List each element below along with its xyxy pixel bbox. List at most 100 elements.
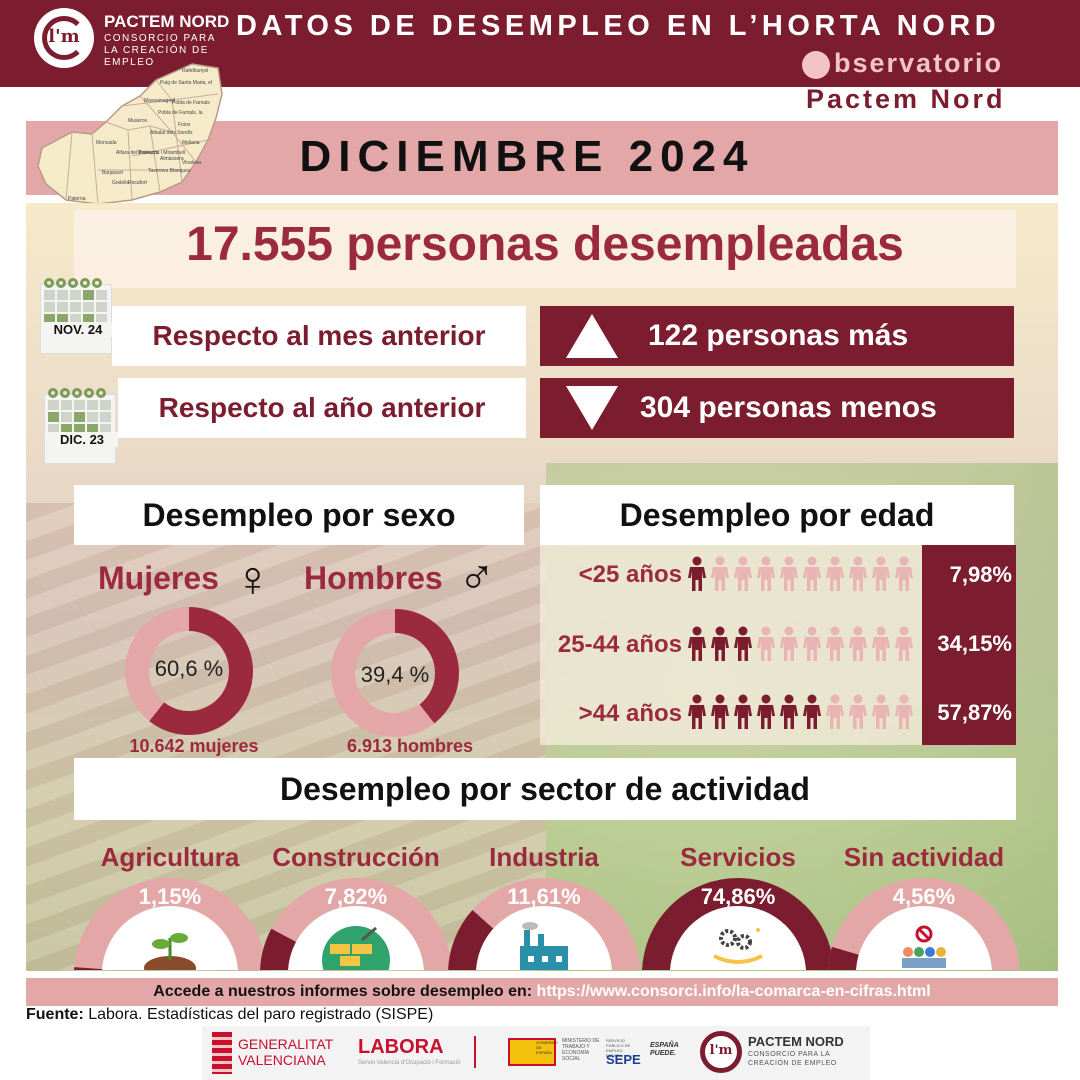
sector-pct: 11,61%	[507, 884, 581, 909]
calendar-cell	[100, 424, 111, 434]
person-empty-icon	[872, 556, 890, 591]
person-empty-icon	[849, 626, 867, 661]
sector-pct: 4,56%	[892, 884, 956, 909]
sex-section-title: Desempleo por sexo	[74, 485, 524, 545]
sector-gauge-track	[260, 878, 452, 970]
gva-logo: GENERALITAT VALENCIANA	[238, 1036, 333, 1068]
women-donut-chart	[125, 607, 253, 735]
arrow-down-icon	[566, 386, 618, 430]
comparison-year-label: Respecto al año anterior	[118, 378, 526, 438]
person-filled-icon	[688, 694, 706, 729]
comparison-year-text: 304 personas menos	[640, 391, 937, 424]
map-municipality-label: Puig de Santa Maria, el	[160, 80, 212, 86]
person-filled-icon	[688, 626, 706, 661]
sector-name: Servicios	[680, 842, 796, 872]
sector-gauge-fill	[642, 878, 834, 970]
calendar-cell	[100, 400, 111, 410]
sector-name: Industria	[489, 842, 599, 872]
person-empty-icon	[803, 556, 821, 591]
map-municipality-label: Burjassot	[102, 170, 123, 176]
sector-name: Agricultura	[100, 842, 240, 872]
espana-line-1: ESPAÑA	[650, 1042, 679, 1049]
report-link[interactable]: https://www.consorci.info/la-comarca-en-…	[536, 983, 931, 1000]
map-municipality-label: Massamagrell	[144, 98, 175, 104]
person-filled-icon	[780, 694, 798, 729]
labora-subtitle: Servei Valencià d'Ocupació i Formació	[358, 1060, 461, 1066]
factory-icon	[520, 922, 568, 970]
sector-section-title: Desempleo por sector de actividad	[74, 758, 1016, 820]
calendar-cell	[74, 412, 85, 422]
sector-gauge-track	[448, 878, 640, 970]
observatorio-logo-icon	[802, 51, 830, 79]
person-empty-icon	[895, 694, 913, 729]
person-empty-icon	[895, 556, 913, 591]
calendar-cell	[48, 400, 59, 410]
female-symbol-icon: ♀	[234, 551, 272, 607]
observatorio-subtitle: Pactem Nord	[806, 84, 1006, 114]
map-municipality-label: Foios	[178, 122, 191, 128]
sector-gauge	[448, 878, 640, 970]
women-count: 10.642 mujeres	[129, 736, 259, 756]
gobierno-label: GOBIERNO DE ESPAÑA	[536, 1040, 558, 1055]
calendar-cell	[61, 400, 72, 410]
person-empty-icon	[780, 626, 798, 661]
person-filled-icon	[688, 556, 706, 591]
sector-name: Construcción	[272, 842, 440, 872]
calendar-cell	[87, 424, 98, 434]
spain-government-icon	[508, 1038, 556, 1066]
calendar-cell	[74, 424, 85, 434]
age-group-label: >44 años	[578, 700, 682, 727]
map-municipality-label: Pobla de Farnals	[172, 100, 210, 106]
page-title: DATOS DE DESEMPLEO EN L’HORTA NORD	[236, 10, 1001, 42]
sector-gauge-center	[856, 906, 992, 970]
map-municipality-label: Bonrepòs i Mirambell	[138, 150, 185, 156]
partner-logos-bar: GENERALITAT VALENCIANA LABORA Servei Val…	[202, 1026, 870, 1080]
person-empty-icon	[872, 694, 890, 729]
map-municipality-label: Moncada	[96, 140, 117, 146]
pactem-footer-name: PACTEM NORD	[748, 1034, 844, 1049]
sector-gauge-track	[74, 878, 266, 970]
map-municipality-label: Vinalesa	[182, 160, 201, 166]
calendar-icon: DIC. 23	[44, 388, 118, 466]
calendar-cell	[96, 314, 107, 324]
calendar-cell	[61, 412, 72, 422]
sector-gauge	[828, 878, 1020, 970]
calendar-cell	[57, 302, 68, 312]
person-filled-icon	[757, 694, 775, 729]
sepe-logo: SEPE	[606, 1052, 641, 1067]
calendar-icon: NOV. 24	[40, 278, 114, 356]
report-link-bar: Accede a nuestros informes sobre desempl…	[26, 978, 1058, 1006]
map-municipality-label: Museros	[128, 118, 148, 124]
age-icons-row	[686, 556, 915, 592]
person-empty-icon	[711, 556, 729, 591]
person-empty-icon	[849, 556, 867, 591]
calendar-cell	[57, 314, 68, 324]
person-empty-icon	[872, 626, 890, 661]
person-filled-icon	[803, 694, 821, 729]
map-municipality-label: Rafelbunyol	[182, 68, 208, 74]
ministerio-label: MINISTERIO DE TRABAJO Y ECONOMÍA SOCIAL	[562, 1038, 600, 1062]
person-filled-icon	[711, 626, 729, 661]
calendar-label: DIC. 23	[46, 432, 118, 447]
gva-line-2: VALENCIANA	[238, 1052, 326, 1068]
calendar-cell	[87, 412, 98, 422]
comparison-month-text: 122 personas más	[648, 319, 909, 352]
month-title: DICIEMBRE 2024	[299, 132, 755, 181]
person-empty-icon	[757, 556, 775, 591]
map-municipality-label: Alfara del Patriarca	[116, 150, 159, 156]
espana-puede-logo: ESPAÑA PUEDE.	[650, 1042, 679, 1058]
men-pct: 39,4 %	[360, 662, 430, 687]
age-icons-row	[686, 626, 915, 662]
map-municipality-label: Pobla de Farnals, la	[158, 110, 203, 116]
person-empty-icon	[826, 694, 844, 729]
calendar-cell	[44, 314, 55, 324]
calendar-cell	[83, 290, 94, 300]
calendar-cell	[48, 412, 59, 422]
calendar-cell	[74, 400, 85, 410]
no-people-icon	[902, 925, 946, 968]
pactem-footer-logo-icon	[700, 1031, 742, 1073]
person-empty-icon	[849, 694, 867, 729]
gva-line-1: GENERALITAT	[238, 1036, 334, 1052]
source-label: Fuente:	[26, 1006, 84, 1023]
sector-gauge	[74, 878, 266, 970]
